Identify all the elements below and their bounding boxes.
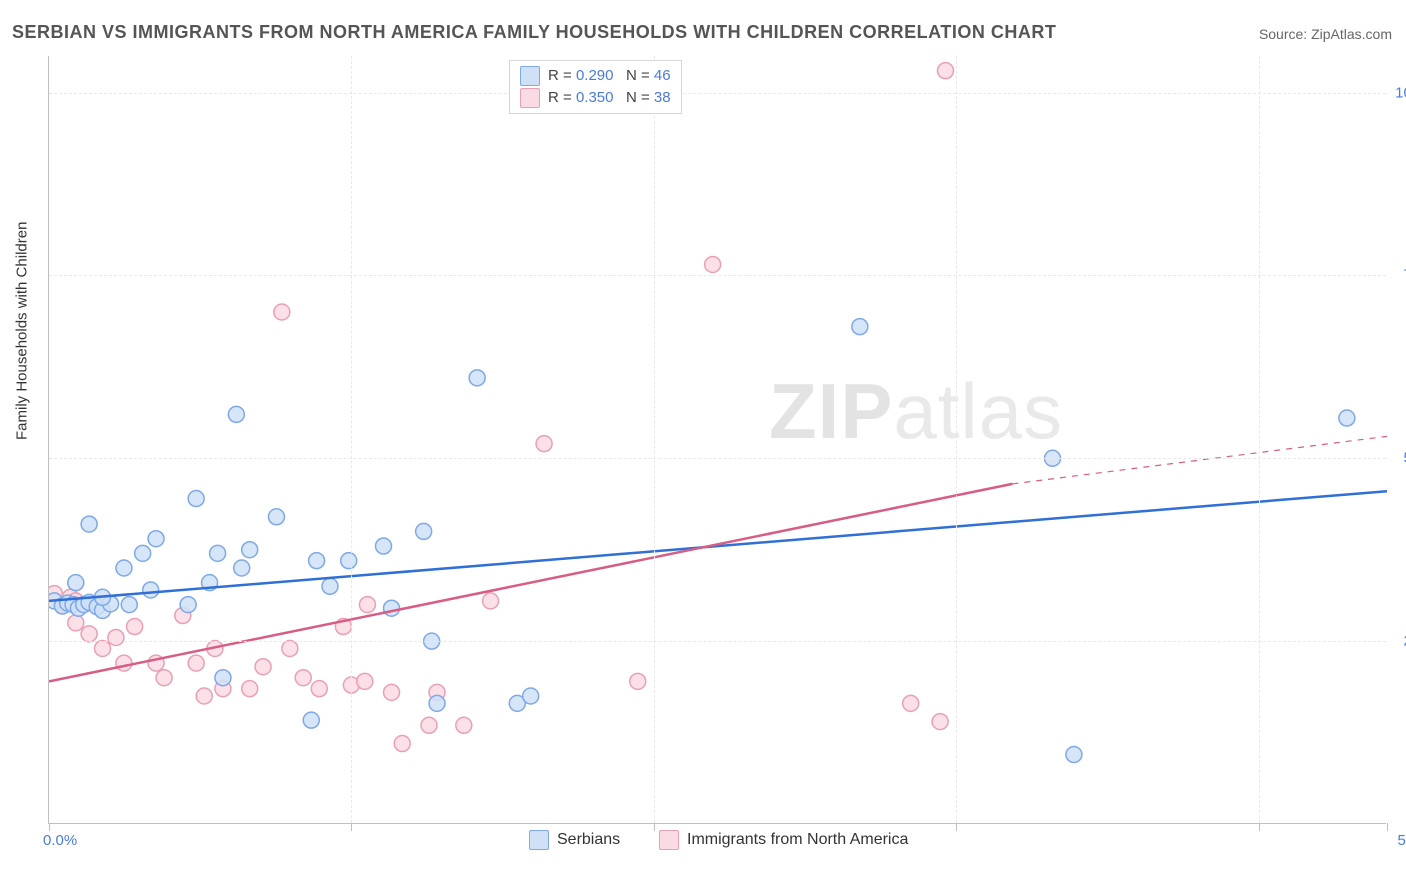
data-point (852, 319, 868, 335)
grid-line (49, 458, 1386, 459)
data-point (242, 681, 258, 697)
data-point (295, 670, 311, 686)
legend-r-value: 0.290 (576, 67, 614, 84)
legend-n-value: 38 (654, 89, 671, 106)
grid-line (654, 56, 655, 823)
data-point (116, 560, 132, 576)
data-point (705, 256, 721, 272)
legend-n-label: N = (613, 89, 653, 106)
correlation-legend: R = 0.290 N = 46R = 0.350 N = 38 (509, 60, 682, 114)
data-point (148, 531, 164, 547)
data-point (322, 578, 338, 594)
legend-swatch (520, 88, 540, 108)
data-point (456, 717, 472, 733)
legend-swatch (659, 830, 679, 850)
data-point (357, 673, 373, 689)
data-point (255, 659, 271, 675)
data-point (135, 545, 151, 561)
legend-swatch (529, 830, 549, 850)
data-point (1339, 410, 1355, 426)
data-point (127, 619, 143, 635)
y-tick-label: 100.0% (1395, 84, 1406, 101)
x-tick (654, 823, 655, 831)
series-legend-item: Serbians (529, 830, 620, 850)
x-tick (1387, 823, 1388, 831)
grid-line (49, 275, 1386, 276)
grid-line (49, 641, 1386, 642)
x-tick-label: 50.0% (1397, 832, 1406, 849)
data-point (421, 717, 437, 733)
grid-line (49, 93, 1386, 94)
chart-svg (49, 56, 1387, 824)
plot-area: ZIPatlas 25.0%50.0%75.0%100.0%0.0%50.0%R… (48, 56, 1386, 824)
data-point (416, 523, 432, 539)
data-point (116, 655, 132, 671)
legend-label: Immigrants from North America (687, 831, 908, 848)
legend-r-label: R = (548, 89, 576, 106)
data-point (242, 542, 258, 558)
data-point (384, 600, 400, 616)
data-point (469, 370, 485, 386)
legend-n-value: 46 (654, 67, 671, 84)
legend-r-label: R = (548, 67, 576, 84)
data-point (81, 626, 97, 642)
legend-n-label: N = (613, 67, 653, 84)
data-point (903, 695, 919, 711)
data-point (630, 673, 646, 689)
data-point (429, 695, 445, 711)
data-point (274, 304, 290, 320)
data-point (303, 712, 319, 728)
data-point (282, 640, 298, 656)
chart-title: SERBIAN VS IMMIGRANTS FROM NORTH AMERICA… (12, 22, 1056, 43)
data-point (523, 688, 539, 704)
regression-line (49, 484, 1012, 681)
data-point (143, 582, 159, 598)
regression-line-extended (1012, 436, 1387, 484)
data-point (394, 736, 410, 752)
legend-row: R = 0.350 N = 38 (520, 87, 671, 109)
x-tick (1259, 823, 1260, 831)
data-point (932, 714, 948, 730)
data-point (68, 575, 84, 591)
data-point (309, 553, 325, 569)
chart-source: Source: ZipAtlas.com (1259, 26, 1392, 42)
grid-line (1259, 56, 1260, 823)
data-point (210, 545, 226, 561)
series-legend-item: Immigrants from North America (659, 830, 908, 850)
x-tick-label: 0.0% (43, 832, 77, 849)
legend-label: Serbians (557, 831, 620, 848)
grid-line (351, 56, 352, 823)
data-point (311, 681, 327, 697)
data-point (68, 615, 84, 631)
data-point (268, 509, 284, 525)
data-point (376, 538, 392, 554)
data-point (81, 516, 97, 532)
data-point (228, 406, 244, 422)
data-point (384, 684, 400, 700)
data-point (536, 436, 552, 452)
data-point (215, 670, 231, 686)
data-point (483, 593, 499, 609)
data-point (95, 640, 111, 656)
x-tick (351, 823, 352, 831)
legend-r-value: 0.350 (576, 89, 614, 106)
legend-swatch (520, 66, 540, 86)
data-point (234, 560, 250, 576)
data-point (341, 553, 357, 569)
data-point (196, 688, 212, 704)
data-point (1066, 747, 1082, 763)
data-point (188, 655, 204, 671)
data-point (359, 597, 375, 613)
data-point (156, 670, 172, 686)
data-point (188, 491, 204, 507)
x-tick (956, 823, 957, 831)
data-point (121, 597, 137, 613)
data-point (180, 597, 196, 613)
x-tick (49, 823, 50, 831)
data-point (937, 63, 953, 79)
grid-line (956, 56, 957, 823)
y-axis-title: Family Households with Children (14, 222, 31, 440)
data-point (108, 629, 124, 645)
legend-row: R = 0.290 N = 46 (520, 65, 671, 87)
